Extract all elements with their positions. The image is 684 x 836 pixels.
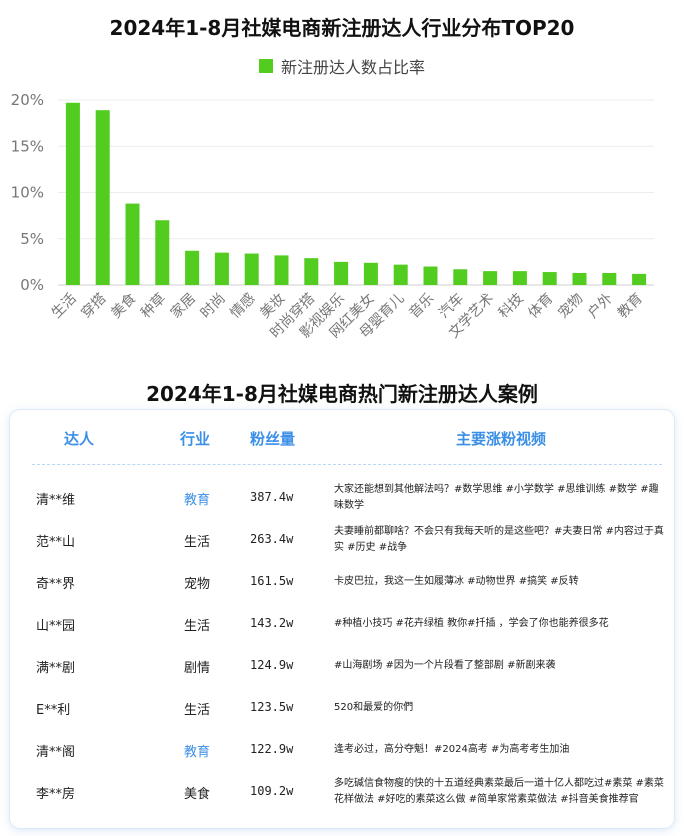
table-row: 奇**界 宠物 161.5w 卡皮巴拉，我这一生如履薄冰 #动物世界 #搞笑 #反转	[10, 558, 674, 606]
x-tick-label: 种草	[138, 291, 169, 322]
cell-video: 大家还能想到其他解法吗？#数学思维 #小学数学 #思维训练 #数学 #趣味数学	[334, 484, 659, 511]
y-tick-label: 20%	[11, 91, 44, 109]
y-tick-label: 0%	[20, 276, 44, 294]
table-row: 满**剧 剧情 124.9w #山海剧场 #因为一个片段看了整部剧 #新剧来袭	[10, 642, 674, 690]
x-tick-label: 情感	[227, 290, 259, 322]
header-industry: 行业	[180, 430, 211, 448]
cell-influencer: 奇**界	[36, 577, 76, 592]
chart-title: 2024年1-8月社媒电商新注册达人行业分布TOP20	[109, 16, 575, 40]
x-tick-label: 时尚	[198, 291, 229, 322]
x-tick-label: 体育	[525, 291, 556, 322]
bar	[632, 273, 647, 285]
bar	[274, 255, 289, 285]
cell-fans: 122.9w	[250, 742, 294, 756]
x-tick-label: 生活	[49, 291, 80, 322]
header-video: 主要涨粉视频	[456, 430, 547, 448]
cell-industry: 生活	[184, 619, 211, 634]
cell-industry: 宠物	[184, 577, 211, 592]
bar	[65, 102, 80, 286]
x-tick-label: 教育	[615, 291, 646, 322]
bar	[453, 269, 468, 285]
table-row: E**利 生活 123.5w 520和最爱的你們	[10, 684, 674, 732]
bar	[125, 203, 140, 285]
bar	[155, 220, 170, 285]
header-name: 达人	[64, 430, 95, 448]
cell-industry: 生活	[184, 703, 211, 718]
bar	[214, 252, 229, 285]
x-tick-label: 美食	[108, 290, 140, 322]
x-tick-label: 户外	[584, 290, 616, 322]
cell-industry: 美食	[184, 787, 211, 802]
cell-video: 逢考必过，高分夺魁！#2024高考 #为高考考生加油	[334, 744, 570, 755]
cell-fans: 143.2w	[250, 616, 294, 630]
bar	[512, 271, 527, 285]
cell-influencer: 李**房	[36, 787, 76, 802]
cell-industry: 生活	[184, 535, 211, 550]
bar	[95, 110, 110, 285]
table-row: 清**阁 教育 122.9w 逢考必过，高分夺魁！#2024高考 #为高考考生加油	[10, 726, 674, 774]
cell-influencer: 山**园	[36, 619, 76, 634]
table-header: 达人 行业 粉丝量 主要涨粉视频	[10, 428, 674, 452]
y-tick-label: 15%	[11, 137, 44, 155]
bar	[602, 272, 617, 285]
y-tick-label: 5%	[20, 230, 44, 248]
bar	[483, 271, 498, 285]
bar	[304, 258, 319, 285]
cell-fans: 263.4w	[250, 532, 294, 546]
legend-swatch	[258, 59, 273, 73]
cell-industry: 剧情	[184, 661, 211, 676]
cell-fans: 123.5w	[250, 700, 294, 714]
cell-influencer: 满**剧	[36, 661, 76, 676]
table-title: 2024年1-8月社媒电商热门新注册达人案例	[146, 382, 538, 406]
x-tick-label: 科技	[496, 291, 527, 322]
x-tick-label: 穿搭	[78, 291, 109, 322]
cell-fans: 161.5w	[250, 574, 294, 588]
bar	[542, 272, 557, 285]
cell-industry: 教育	[184, 493, 211, 508]
bar	[334, 261, 349, 285]
bar	[363, 262, 378, 285]
bar	[572, 272, 587, 285]
header-fans: 粉丝量	[250, 430, 296, 448]
table-row: 山**园 生活 143.2w #种植小技巧 #花卉绿植 教你#扦插 ，学会了你也能养很…	[10, 600, 674, 648]
cell-video: 夫妻睡前都聊啥？不会只有我每天听的是这些吧？#夫妻日常 #内容过于真实 #历史 …	[334, 526, 664, 553]
cell-video: 卡皮巴拉，我这一生如履薄冰 #动物世界 #搞笑 #反转	[334, 576, 579, 587]
cell-fans: 124.9w	[250, 658, 294, 672]
bar	[423, 266, 438, 285]
influencer-table-card: 达人 行业 粉丝量 主要涨粉视频 清**维 教育 387.4w 大家还能想到其他解法吗…	[10, 410, 674, 828]
x-tick-label: 音乐	[406, 290, 438, 322]
bar	[185, 250, 200, 285]
x-tick-label: 家居	[167, 290, 199, 322]
cell-influencer: 清**维	[36, 493, 76, 508]
legend-label: 新注册达人数占比率	[280, 58, 425, 77]
table-row: 清**维 教育 387.4w 大家还能想到其他解法吗？#数学思维 #小学数学 #思维训…	[10, 474, 674, 522]
cell-influencer: 清**阁	[36, 745, 76, 760]
bar-chart: 0%5%10%15%20%生活穿搭美食种草家居时尚情感美妆时尚穿搭影视娱乐网红美…	[11, 91, 654, 341]
x-tick-label: 宠物	[555, 291, 586, 322]
table-row: 李**房 美食 109.2w 多吃碱信食物瘦的快的十五道经典素菜最后一道十亿人都吃过#…	[10, 768, 674, 816]
y-tick-label: 10%	[11, 184, 44, 202]
table-row: 范**山 生活 263.4w 夫妻睡前都聊啥？不会只有我每天听的是这些吧？#夫妻日常 …	[10, 516, 674, 564]
header-divider	[32, 464, 662, 465]
cell-fans: 387.4w	[250, 490, 294, 504]
bar	[393, 264, 408, 285]
chart-legend: 新注册达人数占比率	[0, 54, 684, 78]
cell-industry: 教育	[184, 745, 211, 760]
cell-video: 520和最爱的你們	[334, 702, 414, 713]
cell-video: #种植小技巧 #花卉绿植 教你#扦插 ，学会了你也能养很多花	[334, 618, 609, 629]
cell-fans: 109.2w	[250, 784, 294, 798]
cell-influencer: 范**山	[36, 535, 76, 550]
bar	[244, 253, 259, 285]
cell-influencer: E**利	[36, 703, 71, 718]
cell-video: #山海剧场 #因为一个片段看了整部剧 #新剧来袭	[334, 660, 556, 671]
cell-video: 多吃碱信食物瘦的快的十五道经典素菜最后一道十亿人都吃过#素菜 #素菜花样做法 #…	[334, 778, 664, 805]
